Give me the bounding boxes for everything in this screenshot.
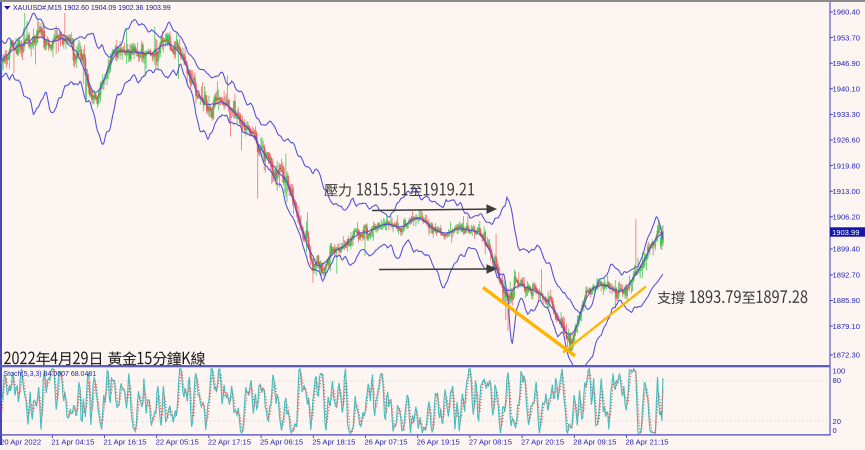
svg-text:1946.90: 1946.90	[833, 59, 860, 68]
svg-text:28 Apr 09:15: 28 Apr 09:15	[573, 437, 616, 446]
svg-text:100: 100	[833, 367, 846, 376]
svg-text:20 Apr 2022: 20 Apr 2022	[0, 437, 41, 446]
svg-text:22 Apr 17:15: 22 Apr 17:15	[208, 437, 251, 446]
svg-text:80: 80	[833, 376, 841, 385]
svg-text:25 Apr 06:15: 25 Apr 06:15	[260, 437, 303, 446]
svg-text:21 Apr 16:15: 21 Apr 16:15	[103, 437, 146, 446]
svg-text:1892.70: 1892.70	[833, 271, 860, 280]
svg-text:1919.80: 1919.80	[833, 161, 860, 170]
svg-text:1933.30: 1933.30	[833, 110, 860, 119]
svg-text:21 Apr 04:15: 21 Apr 04:15	[51, 437, 94, 446]
svg-text:28 Apr 21:15: 28 Apr 21:15	[625, 437, 668, 446]
svg-text:1913.00: 1913.00	[833, 187, 860, 196]
svg-text:0: 0	[833, 426, 837, 435]
svg-text:1953.70: 1953.70	[833, 33, 860, 42]
svg-text:1885.90: 1885.90	[833, 296, 860, 305]
svg-text:1899.40: 1899.40	[833, 245, 860, 254]
svg-text:1906.20: 1906.20	[833, 213, 860, 222]
svg-text:26 Apr 07:15: 26 Apr 07:15	[364, 437, 407, 446]
svg-text:Stoch(5,3,3) 84.0607 68.0481: Stoch(5,3,3) 84.0607 68.0481	[4, 371, 97, 378]
svg-text:1960.40: 1960.40	[833, 8, 860, 17]
svg-text:1926.60: 1926.60	[833, 136, 860, 145]
svg-text:27 Apr 08:15: 27 Apr 08:15	[469, 437, 512, 446]
svg-text:26 Apr 19:15: 26 Apr 19:15	[417, 437, 460, 446]
svg-text:1879.10: 1879.10	[833, 322, 860, 331]
svg-text:27 Apr 20:15: 27 Apr 20:15	[521, 437, 564, 446]
svg-text:25 Apr 18:15: 25 Apr 18:15	[312, 437, 355, 446]
svg-text:22 Apr 05:15: 22 Apr 05:15	[156, 437, 199, 446]
svg-text:1940.10: 1940.10	[833, 85, 860, 94]
svg-text:1903.99: 1903.99	[832, 228, 859, 237]
svg-text:20: 20	[833, 417, 841, 426]
svg-text:XAUUSD#,M15 1902.60 1904.09 1: XAUUSD#,M15 1902.60 1904.09 1902.36 1903…	[13, 5, 171, 12]
svg-text:1872.30: 1872.30	[833, 351, 860, 360]
